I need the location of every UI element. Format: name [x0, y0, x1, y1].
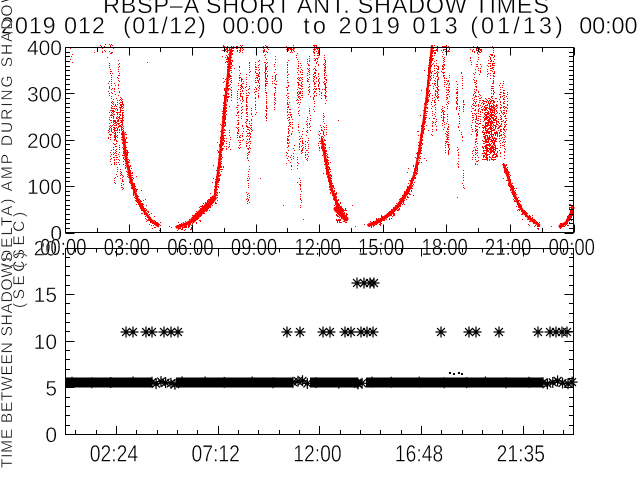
- svg-text:(SEC): (SEC): [11, 212, 28, 268]
- svg-text:00:00: 00:00: [549, 234, 595, 260]
- svg-text:00:00: 00:00: [579, 13, 637, 39]
- svg-text:0: 0: [50, 223, 62, 246]
- svg-text:100: 100: [27, 176, 62, 199]
- svg-text:0: 0: [45, 424, 57, 447]
- svg-text:TIME BETWEEN SHADOWS: TIME BETWEEN SHADOWS: [0, 252, 16, 468]
- svg-text:00:00: 00:00: [222, 13, 283, 39]
- svg-text:(01/12): (01/12): [123, 13, 206, 39]
- svg-text:03:00: 03:00: [104, 234, 150, 260]
- svg-text:21:35: 21:35: [497, 440, 545, 466]
- svg-text:20: 20: [34, 238, 57, 261]
- svg-text:09:00: 09:00: [231, 234, 277, 260]
- svg-text:5: 5: [45, 377, 57, 400]
- svg-text:12:00: 12:00: [293, 440, 341, 466]
- svg-text:(SEC): (SEC): [11, 252, 28, 308]
- svg-text:2019 012: 2019 012: [1, 13, 105, 39]
- svg-text:RBSP–A SHORT ANT. SHADOW TIMES: RBSP–A SHORT ANT. SHADOW TIMES: [103, 0, 549, 18]
- svg-text:400: 400: [27, 37, 62, 60]
- svg-text:10: 10: [34, 331, 57, 354]
- svg-text:18:00: 18:00: [422, 234, 468, 260]
- svg-text:15: 15: [34, 284, 57, 307]
- svg-text:07:12: 07:12: [192, 440, 240, 466]
- svg-text:300: 300: [27, 83, 62, 106]
- svg-text:02:24: 02:24: [90, 440, 138, 466]
- svg-text:21:00: 21:00: [485, 234, 531, 260]
- svg-text:06:00: 06:00: [167, 234, 213, 260]
- svg-text:15:00: 15:00: [358, 234, 404, 260]
- svg-text:12:00: 12:00: [294, 234, 340, 260]
- svg-text:to 2019 013 (01/13): to 2019 013 (01/13): [303, 13, 563, 39]
- svg-text:16:48: 16:48: [395, 440, 443, 466]
- svg-text:200: 200: [27, 130, 62, 153]
- svg-text:00:00: 00:00: [40, 234, 86, 260]
